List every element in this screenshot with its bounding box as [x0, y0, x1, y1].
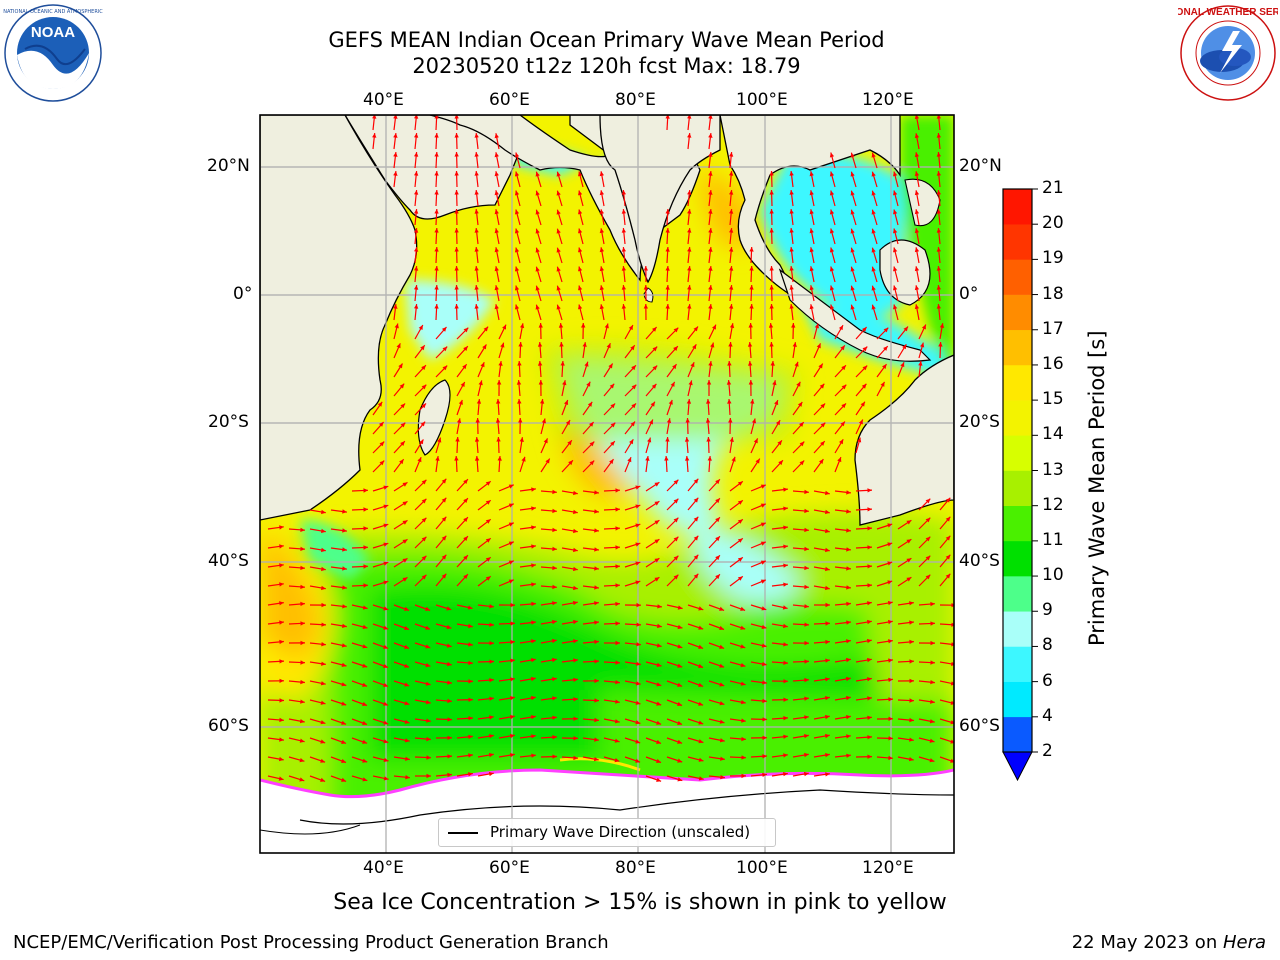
colorbar-tick-label: 18 [1042, 283, 1064, 304]
lon-tick-bottom-40e: 40°E [363, 858, 404, 878]
colorbar-tick-label: 14 [1042, 424, 1064, 445]
colorbar-segment [1003, 576, 1032, 612]
credit-date: 22 May 2023 on [1071, 932, 1223, 953]
colorbar-segment [1003, 646, 1032, 682]
colorbar-label: Primary Wave Mean Period [s] [1085, 330, 1109, 646]
colorbar-tick-label: 4 [1042, 705, 1053, 726]
lon-tick-top-40e: 40°E [363, 90, 404, 110]
colorbar-segment [1003, 611, 1032, 647]
colorbar-tick-label: 11 [1042, 529, 1064, 550]
colorbar-segment [1003, 189, 1032, 225]
colorbar-segment [1003, 716, 1032, 753]
lat-tick-left-40s: 40°S [208, 551, 249, 571]
wave-direction-arrows [267, 115, 954, 782]
colorbar-tick-label: 17 [1042, 318, 1064, 339]
colorbar-tick-label: 15 [1042, 389, 1064, 410]
credit-left: NCEP/EMC/Verification Post Processing Pr… [13, 932, 609, 953]
lat-tick-left-0: 0° [233, 284, 253, 304]
lat-tick-right-20s: 20°S [959, 412, 1000, 432]
lon-tick-top-120e: 120°E [862, 90, 914, 110]
colorbar-segment [1003, 259, 1032, 295]
colorbar-tick-label: 9 [1042, 600, 1053, 621]
colorbar-tick-label: 21 [1042, 178, 1064, 198]
lon-tick-top-80e: 80°E [615, 90, 656, 110]
colorbar-tick-label: 8 [1042, 635, 1053, 656]
svg-text:NATIONAL OCEANIC AND ATMOSPHER: NATIONAL OCEANIC AND ATMOSPHERIC [3, 9, 103, 15]
sea-ice-note: Sea Ice Concentration > 15% is shown in … [333, 890, 947, 915]
lat-tick-left-20n: 20°N [207, 156, 250, 176]
colorbar-segment [1003, 294, 1032, 331]
credit-right: 22 May 2023 on Hera [1072, 932, 1266, 953]
colorbar-segment [1003, 681, 1032, 718]
colorbar-segment [1003, 505, 1032, 542]
lon-tick-top-60e: 60°E [489, 90, 530, 110]
colorbar-tick-label: 16 [1042, 353, 1064, 374]
lat-tick-right-60s: 60°S [959, 716, 1000, 736]
colorbar-segment [1003, 470, 1032, 506]
colorbar-segment [1003, 400, 1032, 436]
colorbar-tick-label: 12 [1042, 494, 1064, 515]
map-frame [259, 114, 955, 854]
colorbar-tick-label: 20 [1042, 213, 1064, 234]
lon-tick-bottom-100e: 100°E [736, 858, 788, 878]
lon-tick-bottom-60e: 60°E [489, 858, 530, 878]
colorbar-tick-label: 2 [1042, 741, 1053, 761]
lon-tick-bottom-80e: 80°E [615, 858, 656, 878]
lon-tick-bottom-120e: 120°E [862, 858, 914, 878]
chart-subtitle: 20230520 t12z 120h fcst Max: 18.79 [412, 54, 801, 78]
lat-tick-right-20n: 20°N [959, 156, 1002, 176]
noaa-logo-text: NOAA [31, 24, 75, 41]
colorbar-segment [1003, 364, 1032, 401]
graticule [260, 115, 954, 853]
colorbar-segment [1003, 540, 1032, 577]
lon-tick-top-100e: 100°E [736, 90, 788, 110]
colorbar-tick-label: 19 [1042, 248, 1064, 269]
lat-tick-right-40s: 40°S [959, 551, 1000, 571]
noaa-logo: NOAA NATIONAL OCEANIC AND ATMOSPHERIC [3, 4, 103, 102]
colorbar-segment [1003, 224, 1032, 260]
lat-tick-left-20s: 20°S [208, 412, 249, 432]
colorbar-segment [1003, 435, 1032, 471]
colorbar-tick-label: 13 [1042, 459, 1064, 480]
colorbar-segment [1003, 329, 1032, 366]
legend-label: Primary Wave Direction (unscaled) [490, 823, 751, 841]
lat-tick-left-60s: 60°S [208, 716, 249, 736]
nws-logo: NATIONAL WEATHER SERVICE [1178, 5, 1278, 101]
lat-tick-right-0: 0° [959, 284, 979, 304]
legend-line-swatch [448, 832, 478, 834]
map-legend: Primary Wave Direction (unscaled) [438, 818, 776, 847]
colorbar-tick-label: 10 [1042, 565, 1064, 586]
chart-title: GEFS MEAN Indian Ocean Primary Wave Mean… [328, 28, 885, 52]
colorbar-tick-label: 6 [1042, 670, 1053, 691]
credit-host: Hera [1222, 932, 1266, 953]
nws-logo-text: NATIONAL WEATHER SERVICE [1178, 7, 1278, 18]
